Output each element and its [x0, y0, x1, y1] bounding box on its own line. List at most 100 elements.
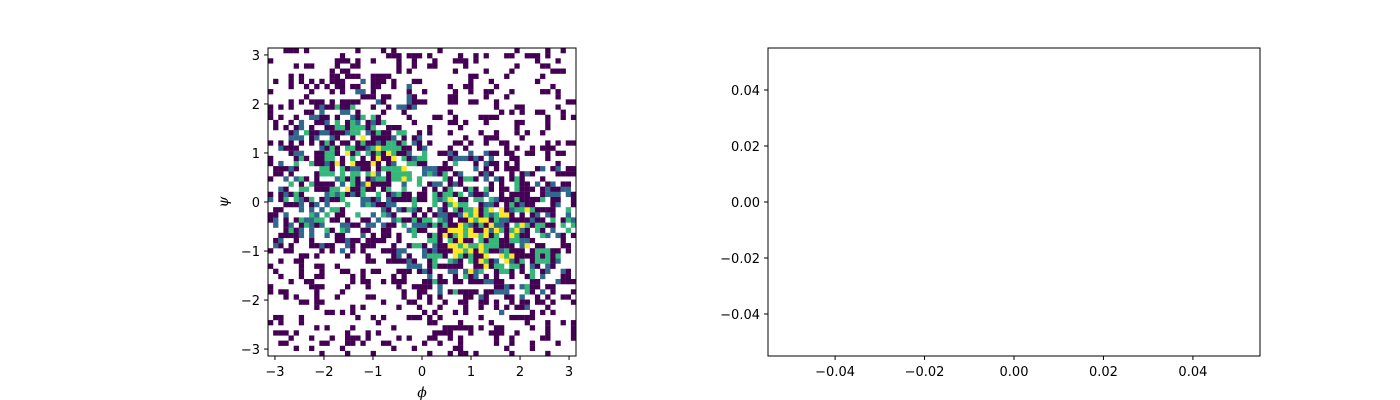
histogram-cell [303, 109, 310, 115]
histogram-cell [427, 207, 433, 213]
histogram-cell [545, 155, 551, 162]
histogram-cell [370, 125, 376, 131]
histogram-cell [442, 248, 448, 254]
x-tick-label: −0.02 [905, 365, 945, 380]
histogram-cell [504, 227, 510, 233]
histogram-cell [350, 222, 356, 228]
histogram-cell [288, 135, 294, 141]
histogram-cell [473, 289, 479, 295]
histogram-cell [380, 248, 387, 254]
histogram-cell [355, 63, 361, 69]
histogram-cell [411, 196, 418, 203]
histogram-cell [509, 68, 515, 74]
histogram-cell [488, 258, 495, 264]
histogram-cell [303, 299, 310, 305]
histogram-cell [473, 217, 479, 223]
histogram-cell [345, 268, 351, 275]
histogram-cell [386, 248, 392, 254]
histogram-cell [560, 109, 566, 115]
histogram-cell [329, 227, 335, 233]
histogram-cell [427, 181, 433, 187]
histogram-cell [555, 166, 561, 172]
histogram-cell [442, 186, 448, 192]
histogram-cell [380, 155, 387, 162]
histogram-cell [345, 243, 351, 249]
histogram-cell [529, 253, 536, 259]
histogram-cell [380, 207, 387, 213]
histogram-cell [442, 196, 448, 203]
histogram-cell [283, 227, 289, 233]
histogram-cell [288, 243, 294, 249]
histogram-cell [319, 109, 325, 115]
histogram-cell [365, 227, 371, 233]
histogram-cell [529, 309, 536, 316]
histogram-cell [488, 181, 495, 187]
histogram-cell [555, 58, 561, 64]
histogram-cell [391, 196, 397, 203]
histogram-cell [401, 140, 407, 146]
histogram-cell [463, 186, 469, 192]
histogram-cell [360, 160, 366, 167]
histogram-cell [545, 284, 551, 290]
histogram-cell [463, 299, 469, 305]
histogram-cell [339, 171, 346, 177]
histogram-cell [509, 273, 515, 280]
histogram-cell [355, 181, 361, 187]
histogram-cell [422, 171, 428, 177]
histogram-cell [437, 227, 443, 233]
histogram-cell [396, 166, 402, 172]
histogram-cell [452, 227, 459, 233]
histogram-cell [380, 119, 387, 126]
histogram-cell [560, 68, 566, 74]
histogram-cell [386, 222, 392, 228]
histogram-cell [370, 135, 376, 141]
histogram-cell [447, 248, 453, 254]
histogram-cell [457, 299, 464, 305]
histogram-cell [268, 289, 274, 295]
histogram-cell [519, 181, 525, 187]
histogram-cell [278, 320, 284, 326]
histogram-cell [386, 227, 392, 233]
histogram-cell [339, 181, 346, 187]
y-tick-label: −2 [241, 294, 260, 309]
histogram-cell [499, 263, 505, 269]
histogram-cell [319, 114, 325, 121]
histogram-cell [283, 330, 289, 336]
histogram-cell [319, 248, 325, 254]
histogram-cell [309, 279, 315, 285]
histogram-cell [319, 222, 325, 228]
histogram-cell [514, 130, 520, 136]
histogram-cell [457, 171, 464, 177]
histogram-cell [309, 99, 315, 105]
histogram-cell [380, 109, 387, 115]
histogram-cell [519, 263, 525, 269]
x-tick-label: 0.04 [1178, 365, 1207, 380]
histogram-cell [483, 217, 489, 223]
histogram-cell [514, 104, 520, 110]
histogram-cell [273, 212, 279, 218]
histogram-cell [273, 125, 279, 131]
histogram-cell [329, 104, 335, 110]
x-tick-label: 0.02 [1089, 365, 1118, 380]
histogram-cell [514, 186, 520, 192]
histogram-cell [345, 186, 351, 192]
histogram-cell [309, 109, 315, 115]
x-tick-label: 0 [418, 365, 426, 380]
histogram-cell [468, 150, 474, 156]
histogram-cell [534, 294, 541, 300]
histogram-cell [416, 78, 423, 85]
x-tick-label: 1 [467, 365, 475, 380]
histogram-cell [534, 212, 541, 218]
histogram-cell [309, 202, 315, 208]
histogram-cell [386, 135, 392, 141]
histogram-cell [293, 196, 299, 203]
histogram-cell [540, 309, 546, 316]
histogram-cell [529, 237, 536, 244]
histogram-cell [447, 222, 453, 228]
histogram-cell [457, 53, 464, 59]
histogram-cell [432, 181, 438, 187]
histogram-cell [468, 268, 474, 275]
histogram-cell [278, 114, 284, 121]
histogram-cell [370, 130, 376, 136]
histogram-cell [416, 314, 423, 321]
